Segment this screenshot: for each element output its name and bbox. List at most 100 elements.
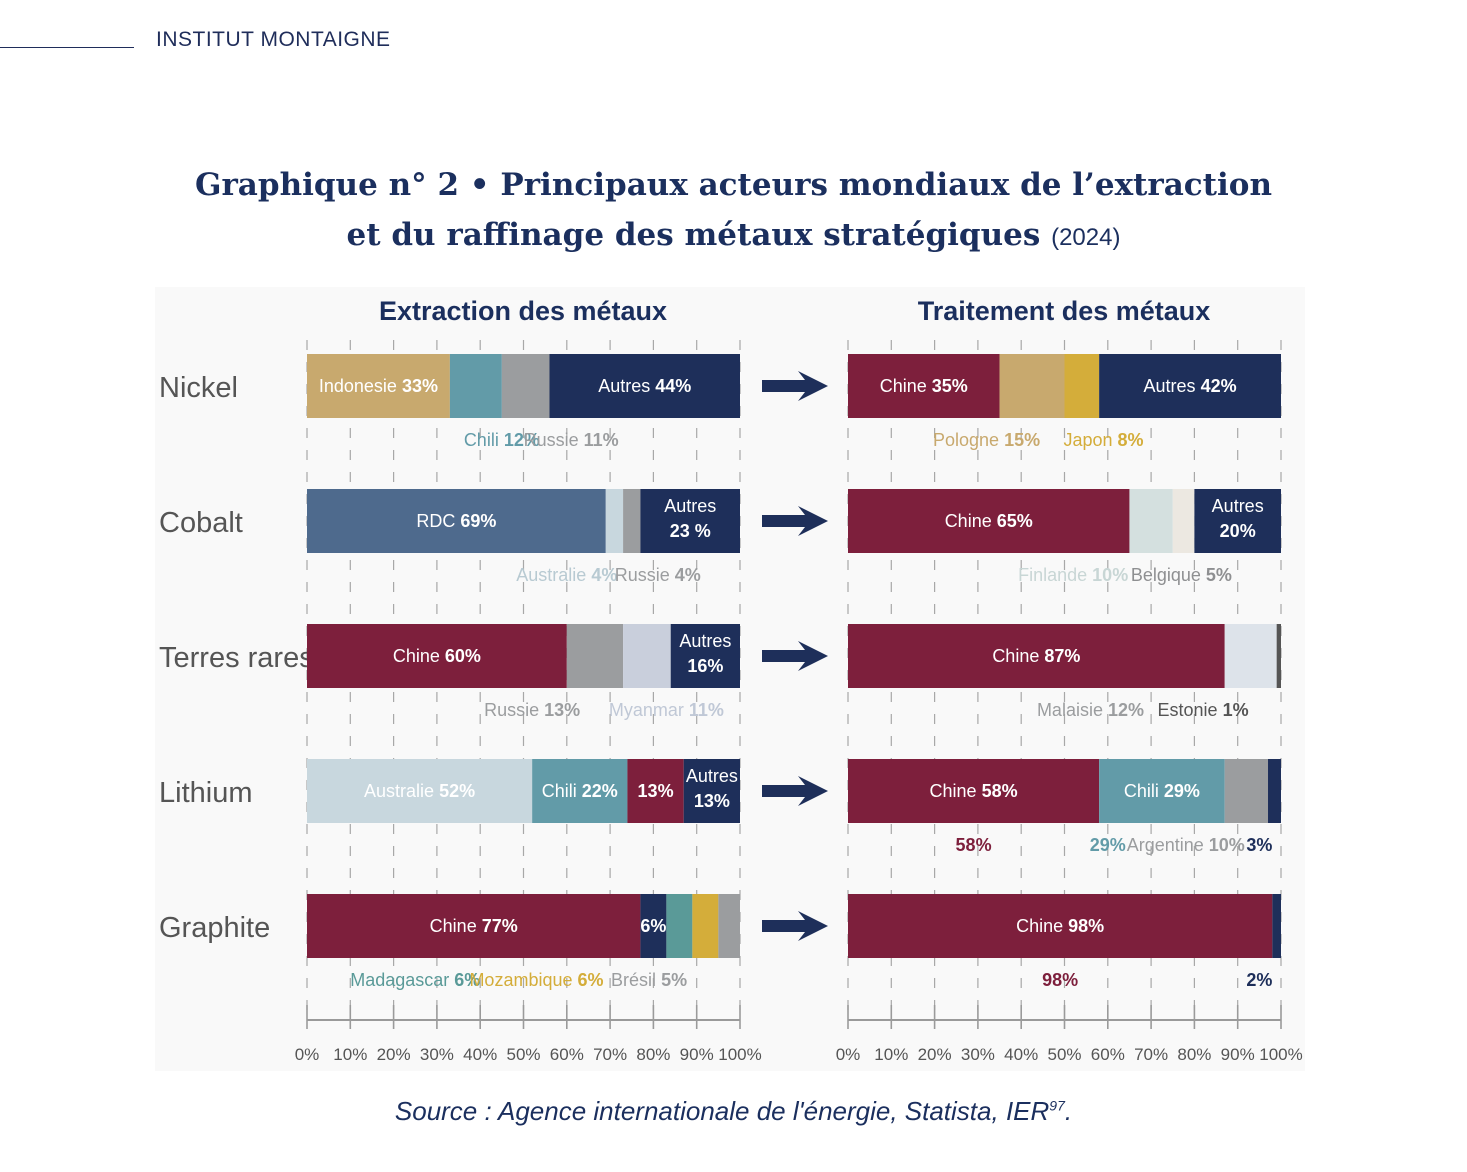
bar-segment	[848, 894, 1273, 958]
segment-label: Autres	[679, 631, 731, 651]
bar-segment	[307, 894, 641, 958]
bar-segment	[666, 894, 693, 958]
x-tick-label: 80%	[1177, 1045, 1211, 1064]
segment-label: 13%	[638, 781, 674, 801]
flow-arrow	[762, 911, 828, 941]
legend-label: 98%	[1042, 970, 1078, 990]
legend-label: Chili 12%	[464, 430, 540, 450]
legend-label: Mozambique 6%	[469, 970, 603, 990]
segment-value: 20%	[1220, 521, 1256, 541]
legend-label: Pologne 15%	[933, 430, 1040, 450]
bar-segment	[848, 624, 1225, 688]
bar-segment	[1172, 489, 1195, 553]
bar-segment	[1064, 354, 1100, 418]
legend-label: Madagascar 6%	[350, 970, 480, 990]
header-rule	[0, 47, 134, 48]
flow-arrow	[762, 506, 828, 536]
x-tick-label: 40%	[463, 1045, 497, 1064]
bar-segment	[1129, 489, 1173, 553]
category-label: Lithium	[159, 777, 253, 809]
x-tick-label: 0%	[295, 1045, 320, 1064]
legend-label: Finlande 10%	[1018, 565, 1128, 585]
bar-segment	[605, 489, 624, 553]
x-tick-label: 0%	[836, 1045, 861, 1064]
segment-label: Chine 65%	[945, 511, 1033, 531]
segment-value: 23 %	[670, 521, 711, 541]
chart-title-line2-text: et du raffinage des métaux stratégiques	[346, 217, 1041, 253]
bar-segment	[501, 354, 550, 418]
bar-segment	[1268, 759, 1281, 823]
legend-label: 2%	[1246, 970, 1272, 990]
category-label: Terres rares	[159, 642, 314, 674]
panel-title-0: Extraction des métaux	[379, 296, 667, 326]
flow-arrow	[762, 371, 828, 401]
legend-label: Japon 8%	[1063, 430, 1143, 450]
bar-segment	[623, 624, 671, 688]
x-tick-label: 90%	[680, 1045, 714, 1064]
bar-segment	[307, 624, 567, 688]
x-tick-label: 10%	[333, 1045, 367, 1064]
chart-title-year: (2024)	[1051, 224, 1121, 251]
segment-value: 16%	[687, 656, 723, 676]
legend-label: Argentine 10%	[1127, 835, 1245, 855]
chart-title-line2: et du raffinage des métaux stratégiques …	[0, 217, 1467, 253]
legend-label: Malaisie 12%	[1037, 700, 1144, 720]
bar-segment	[1272, 894, 1281, 958]
x-tick-label: 100%	[718, 1045, 761, 1064]
bar-segment	[848, 354, 1000, 418]
legend-label: Russie 4%	[615, 565, 701, 585]
segment-value: 13%	[694, 791, 730, 811]
bar-segment	[692, 894, 719, 958]
x-tick-label: 80%	[636, 1045, 670, 1064]
x-tick-label: 70%	[593, 1045, 627, 1064]
segment-label: 6%	[640, 916, 666, 936]
segment-label: Chine 60%	[393, 646, 481, 666]
bar-segment	[999, 354, 1065, 418]
bar-segment	[670, 624, 740, 688]
segment-label: Chine 77%	[430, 916, 518, 936]
bar-segment	[683, 759, 740, 823]
bar-segment	[307, 759, 533, 823]
segment-label: Autres 42%	[1144, 376, 1237, 396]
segment-label: Indonesie 33%	[319, 376, 438, 396]
x-tick-label: 40%	[1004, 1045, 1038, 1064]
source-ref: 97	[1049, 1097, 1065, 1114]
legend-label: Russie 13%	[484, 700, 580, 720]
bar-segment	[307, 354, 450, 418]
legend-label: 3%	[1246, 835, 1272, 855]
bar-segment	[623, 489, 641, 553]
segment-label: Chili 29%	[1124, 781, 1200, 801]
bar-segment	[1194, 489, 1281, 553]
panel-title-1: Traitement des métaux	[918, 296, 1211, 326]
segment-label: Chine 58%	[930, 781, 1018, 801]
x-tick-label: 10%	[874, 1045, 908, 1064]
legend-label: Russie 11%	[524, 430, 619, 450]
legend-label: Myanmar 11%	[609, 700, 724, 720]
legend-label: Brésil 5%	[611, 970, 687, 990]
x-tick-label: 20%	[377, 1045, 411, 1064]
x-tick-label: 100%	[1259, 1045, 1302, 1064]
segment-label: Chine 87%	[992, 646, 1080, 666]
bar-segment	[566, 624, 624, 688]
segment-label: Chine 35%	[880, 376, 968, 396]
bar-segment	[848, 489, 1130, 553]
segment-label: Autres	[664, 496, 716, 516]
bar-segment	[640, 894, 667, 958]
segment-label: Autres	[686, 766, 738, 786]
x-tick-label: 20%	[918, 1045, 952, 1064]
category-label: Nickel	[159, 372, 238, 404]
segment-label: Chili 22%	[542, 781, 618, 801]
x-tick-label: 50%	[1047, 1045, 1081, 1064]
segment-label: Chine 98%	[1016, 916, 1104, 936]
x-tick-label: 70%	[1134, 1045, 1168, 1064]
flow-arrow	[762, 776, 828, 806]
category-label: Cobalt	[159, 507, 243, 539]
bar-segment	[532, 759, 628, 823]
bar-segment	[848, 759, 1100, 823]
segment-label: RDC 69%	[416, 511, 496, 531]
header-org: INSTITUT MONTAIGNE	[156, 28, 391, 51]
flow-arrow	[762, 641, 828, 671]
x-tick-label: 50%	[506, 1045, 540, 1064]
x-tick-label: 60%	[550, 1045, 584, 1064]
